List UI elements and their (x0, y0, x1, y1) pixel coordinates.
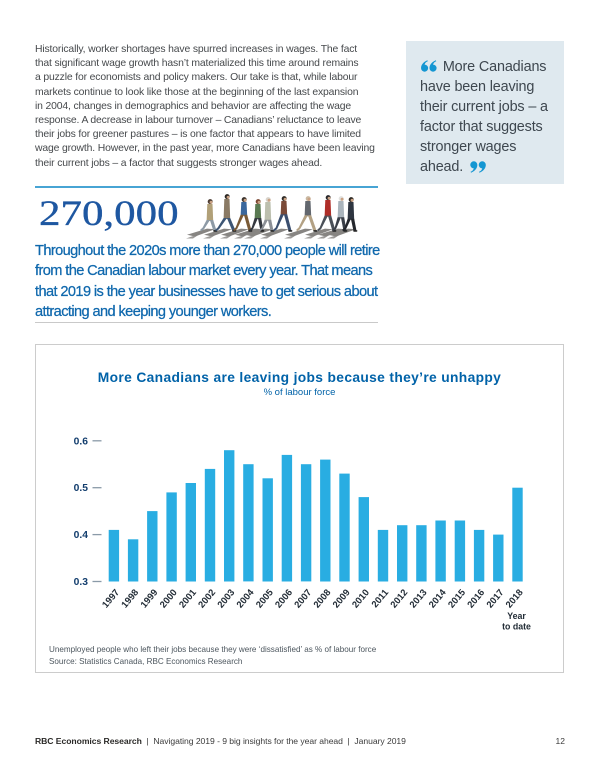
svg-text:2005: 2005 (253, 587, 275, 610)
svg-text:2018: 2018 (503, 587, 525, 610)
svg-text:1998: 1998 (119, 587, 141, 610)
svg-text:to date: to date (502, 622, 531, 632)
svg-text:0.3: 0.3 (74, 577, 89, 588)
svg-text:2003: 2003 (215, 587, 237, 610)
svg-text:2004: 2004 (234, 586, 256, 610)
svg-text:2009: 2009 (330, 587, 352, 610)
svg-text:2014: 2014 (426, 586, 448, 610)
svg-text:2000: 2000 (157, 587, 179, 610)
svg-text:2017: 2017 (484, 587, 506, 610)
svg-text:2013: 2013 (407, 587, 429, 610)
svg-text:2015: 2015 (445, 587, 467, 610)
svg-text:2011: 2011 (369, 587, 391, 610)
svg-text:1997: 1997 (99, 587, 121, 610)
svg-text:2016: 2016 (465, 587, 487, 610)
svg-text:2002: 2002 (195, 587, 217, 610)
svg-text:2006: 2006 (272, 587, 294, 610)
svg-text:2010: 2010 (349, 587, 371, 610)
svg-text:Year: Year (507, 611, 526, 621)
svg-text:2012: 2012 (388, 587, 410, 610)
svg-text:0.5: 0.5 (74, 483, 89, 494)
svg-text:2007: 2007 (292, 587, 314, 610)
svg-text:2008: 2008 (311, 587, 333, 610)
svg-text:2001: 2001 (176, 587, 198, 610)
svg-text:0.4: 0.4 (74, 530, 89, 541)
svg-text:1999: 1999 (138, 587, 160, 610)
svg-text:0.6: 0.6 (74, 436, 89, 447)
